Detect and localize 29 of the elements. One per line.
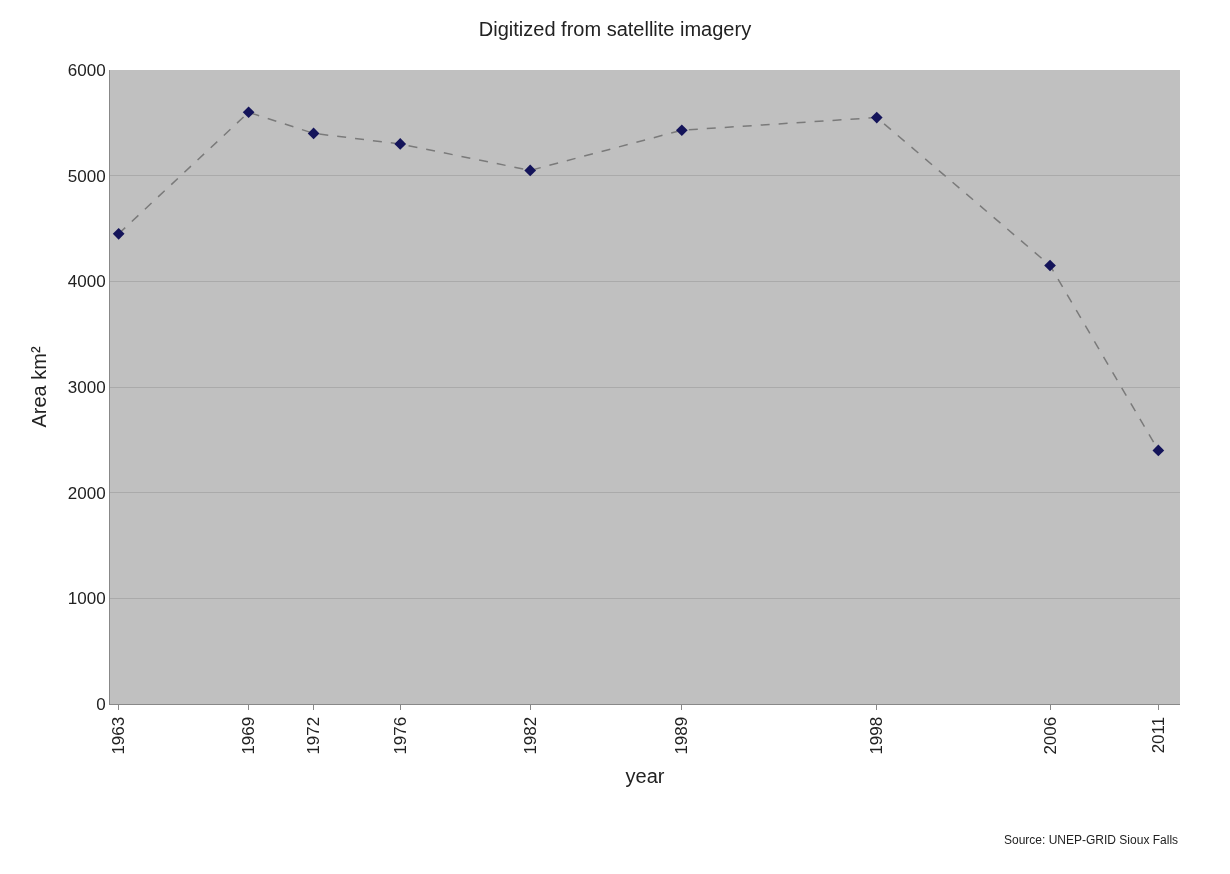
point: [394, 138, 407, 150]
x-tick-label: 1998: [867, 716, 887, 755]
point: [870, 111, 883, 124]
x-tick-label: 1989: [672, 716, 692, 755]
y-tick-label: 4000: [67, 272, 106, 292]
y-tick-label: 1000: [67, 589, 106, 609]
x-tick-label: 1976: [390, 716, 410, 755]
x-tick-label: 1969: [239, 716, 259, 755]
chart-title: Digitized from satellite imagery: [478, 17, 752, 40]
y-axis-title: Area km²: [28, 346, 51, 428]
y-tick-label: 5000: [67, 166, 106, 186]
point: [675, 124, 688, 137]
y-tick-label: 0: [96, 694, 106, 714]
point: [1152, 444, 1165, 457]
source-note: Source: UNEP-GRID Sioux Falls: [1004, 833, 1179, 847]
x-tick-label: 2006: [1040, 716, 1060, 755]
x-axis-title: year: [625, 765, 665, 788]
y-tick-label: 6000: [67, 60, 106, 80]
x-tick-label: 1972: [304, 716, 324, 755]
point: [524, 164, 537, 177]
y-tick-label: 2000: [67, 483, 106, 503]
point: [1044, 259, 1056, 272]
y-tick-label: 3000: [67, 377, 106, 397]
point: [307, 127, 320, 140]
point: [242, 106, 255, 119]
x-tick-label: 2011: [1148, 716, 1168, 754]
x-tick-label: 1982: [520, 716, 540, 755]
x-tick-label: 1963: [109, 716, 129, 755]
point: [112, 227, 125, 240]
